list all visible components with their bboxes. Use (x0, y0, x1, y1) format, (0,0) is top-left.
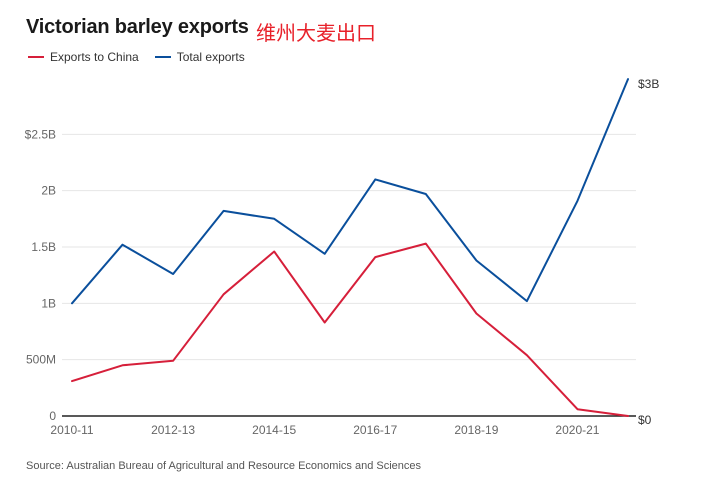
x-tick-label-5: 2020-21 (555, 423, 599, 437)
x-tick-label-1: 2012-13 (151, 423, 195, 437)
x-tick-label-3: 2016-17 (353, 423, 397, 437)
legend-swatch-total (154, 56, 171, 58)
y-tick-label-5: $2.5B (25, 127, 56, 141)
chart-title: Victorian barley exports (26, 16, 249, 38)
legend-item-china: Exports to China (28, 50, 139, 64)
legend: Exports to China Total exports (28, 50, 261, 64)
y-tick-label-0: 0 (49, 409, 56, 423)
x-tick-label-4: 2018-19 (454, 423, 498, 437)
source-note: Source: Australian Bureau of Agricultura… (26, 460, 421, 472)
right-axis-label-1: $0 (638, 413, 652, 427)
y-tick-label-4: 2B (41, 184, 56, 198)
chart-subtitle-chinese: 维州大麦出口 (256, 21, 376, 45)
x-tick-label-0: 2010-11 (50, 423, 93, 437)
x-tick-label-2: 2014-15 (252, 423, 296, 437)
legend-label-china: Exports to China (50, 50, 139, 64)
series-line-china (71, 242, 629, 417)
y-tick-label-1: 500M (26, 353, 56, 367)
right-axis-label-0: $3B (638, 77, 659, 91)
legend-swatch-china (28, 56, 44, 58)
legend-label-total: Total exports (176, 50, 245, 64)
y-tick-label-3: 1.5B (31, 240, 56, 254)
y-tick-label-2: 1B (41, 296, 56, 310)
legend-item-total: Total exports (154, 50, 245, 64)
series-line-total (71, 78, 629, 305)
